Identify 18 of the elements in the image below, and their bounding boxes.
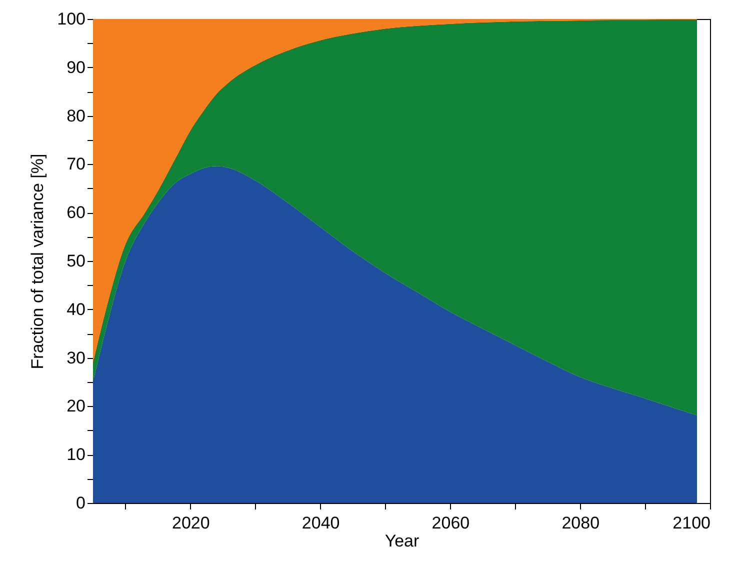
y-tick-label: 90 [66, 58, 86, 77]
x-axis-title: Year [384, 532, 420, 550]
x-tick-label: 2020 [172, 514, 210, 532]
y-tick-label: 60 [66, 203, 86, 222]
y-tick-label: 40 [66, 300, 86, 319]
x-tick-label: 2040 [302, 514, 340, 532]
x-tick-label: 2080 [562, 514, 600, 532]
y-tick-label: 30 [66, 348, 86, 368]
x-tick-label: 2100 [672, 514, 710, 532]
y-tick-label: 0 [76, 494, 86, 512]
y-tick-label: 20 [66, 396, 86, 416]
y-tick-label: 10 [66, 445, 86, 464]
y-tick-label: 80 [66, 106, 86, 126]
x-tick-label: 2060 [432, 514, 470, 532]
y-tick-label: 70 [66, 154, 86, 174]
y-tick-label: 50 [66, 252, 86, 270]
y-tick-label: 100 [57, 10, 86, 28]
y-axis-title: Fraction of total variance [%] [28, 154, 48, 370]
